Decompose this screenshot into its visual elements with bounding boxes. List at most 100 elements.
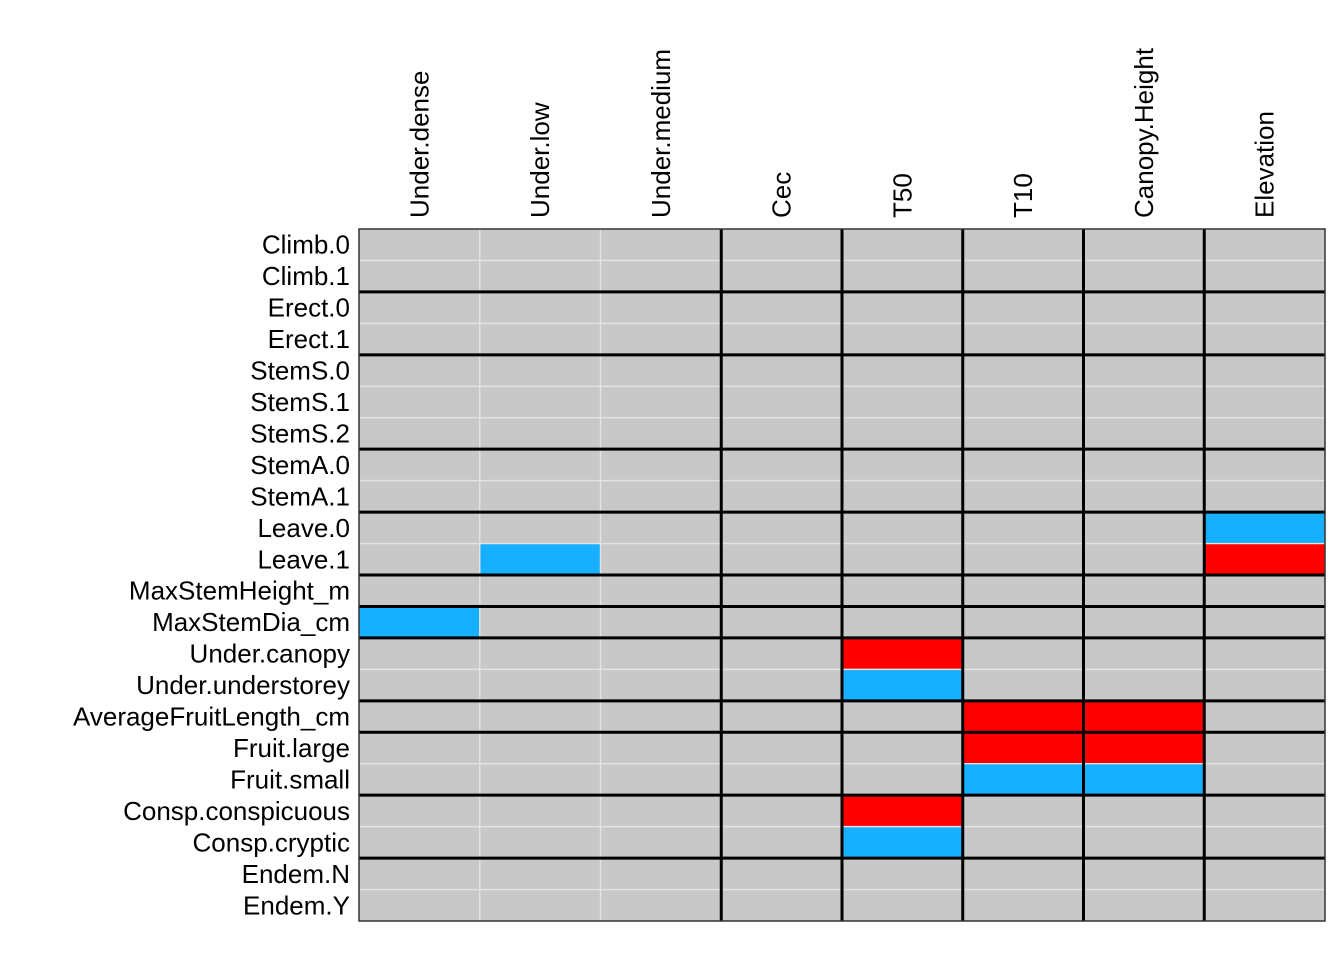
cell-consp-cryptic-t10 [962, 826, 1084, 859]
row-label-climb-0: Climb.0 [262, 230, 350, 260]
cell-erect-0-under-low [479, 291, 601, 324]
cell-averagefruitlength-cm-under-dense [359, 700, 480, 733]
cell-under-canopy-under-medium [600, 637, 722, 670]
cell-averagefruitlength-cm-under-medium [600, 700, 722, 733]
cell-maxstemdia-cm-t10 [962, 606, 1084, 638]
cell-fruit-large-under-medium [600, 732, 722, 764]
row-label-stema-0: StemA.0 [250, 450, 350, 480]
cell-under-understorey-t50 [842, 669, 963, 701]
cell-fruit-small-elevation [1204, 763, 1325, 796]
row-label-fruit-small: Fruit.small [230, 764, 350, 794]
cell-maxstemdia-cm-under-dense [359, 606, 480, 638]
cell-endem-y-t50 [842, 889, 963, 921]
cell-endem-n-elevation [1204, 858, 1325, 890]
cell-leave-0-t10 [962, 512, 1084, 544]
cell-maxstemheight-m-canopy-height [1083, 575, 1205, 607]
cell-under-canopy-canopy-height [1083, 637, 1205, 670]
cell-under-understorey-canopy-height [1083, 669, 1205, 701]
cell-stems-1-under-low [479, 386, 601, 418]
cell-consp-conspicuous-cec [721, 795, 842, 827]
cell-climb-0-t10 [962, 229, 1084, 261]
cell-averagefruitlength-cm-t10 [962, 700, 1084, 733]
row-label-maxstemheight-m: MaxStemHeight_m [129, 576, 350, 606]
row-label-averagefruitlength-cm: AverageFruitLength_cm [73, 702, 350, 732]
cell-climb-1-under-low [479, 260, 601, 292]
cell-fruit-large-t10 [962, 732, 1084, 764]
row-label-consp-cryptic: Consp.cryptic [193, 827, 351, 857]
cell-climb-0-t50 [842, 229, 963, 261]
cell-climb-1-t10 [962, 260, 1084, 292]
cell-erect-0-elevation [1204, 291, 1325, 324]
cell-under-canopy-under-dense [359, 637, 480, 670]
cell-endem-y-canopy-height [1083, 889, 1205, 921]
cell-stems-0-canopy-height [1083, 354, 1205, 387]
cell-fruit-small-cec [721, 763, 842, 796]
cell-stems-0-under-dense [359, 354, 480, 387]
cell-under-understorey-under-dense [359, 669, 480, 701]
cell-stems-0-cec [721, 354, 842, 387]
cell-stema-1-under-low [479, 480, 601, 513]
cell-averagefruitlength-cm-under-low [479, 700, 601, 733]
cell-fruit-small-under-dense [359, 763, 480, 796]
row-label-stems-1: StemS.1 [250, 387, 350, 417]
cell-under-canopy-t50 [842, 637, 963, 670]
column-label-under-medium: Under.medium [646, 49, 676, 218]
row-label-stems-0: StemS.0 [250, 356, 350, 386]
cell-stema-0-canopy-height [1083, 449, 1205, 481]
cell-leave-0-t50 [842, 512, 963, 544]
cell-stems-1-t10 [962, 386, 1084, 418]
cell-under-canopy-elevation [1204, 637, 1325, 670]
cell-stema-1-canopy-height [1083, 480, 1205, 513]
cell-averagefruitlength-cm-elevation [1204, 700, 1325, 733]
row-label-climb-1: Climb.1 [262, 261, 350, 291]
cell-endem-n-t10 [962, 858, 1084, 890]
cell-stems-1-t50 [842, 386, 963, 418]
cell-fruit-large-canopy-height [1083, 732, 1205, 764]
cell-under-understorey-cec [721, 669, 842, 701]
cell-erect-1-canopy-height [1083, 323, 1205, 355]
cell-maxstemdia-cm-canopy-height [1083, 606, 1205, 638]
cell-leave-0-under-medium [600, 512, 722, 544]
cell-climb-0-under-low [479, 229, 601, 261]
cell-climb-0-cec [721, 229, 842, 261]
cell-erect-1-t10 [962, 323, 1084, 355]
cell-consp-cryptic-cec [721, 826, 842, 859]
cell-stema-1-under-medium [600, 480, 722, 513]
cell-consp-cryptic-under-low [479, 826, 601, 859]
cell-leave-1-under-medium [600, 543, 722, 575]
cell-endem-y-under-low [479, 889, 601, 921]
cell-leave-1-t10 [962, 543, 1084, 575]
cell-consp-conspicuous-under-medium [600, 795, 722, 827]
cell-endem-y-cec [721, 889, 842, 921]
cell-leave-0-under-low [479, 512, 601, 544]
row-label-stems-2: StemS.2 [250, 418, 350, 448]
cell-climb-0-under-dense [359, 229, 480, 261]
cell-erect-0-cec [721, 291, 842, 324]
cell-stems-1-elevation [1204, 386, 1325, 418]
cell-erect-1-under-medium [600, 323, 722, 355]
cell-stems-2-under-low [479, 417, 601, 450]
row-label-maxstemdia-cm: MaxStemDia_cm [152, 607, 350, 637]
cell-leave-1-under-low [479, 543, 601, 575]
row-label-under-understorey: Under.understorey [136, 670, 350, 700]
column-label-t10: T10 [1008, 173, 1038, 218]
cell-climb-1-under-medium [600, 260, 722, 292]
cell-fruit-large-under-dense [359, 732, 480, 764]
cell-stems-0-elevation [1204, 354, 1325, 387]
row-label-endem-y: Endem.Y [243, 890, 350, 920]
group-borders [358, 228, 1326, 922]
cell-under-understorey-elevation [1204, 669, 1325, 701]
cell-fruit-large-t50 [842, 732, 963, 764]
cell-stema-1-t10 [962, 480, 1084, 513]
cell-stems-1-canopy-height [1083, 386, 1205, 418]
cell-erect-0-under-medium [600, 291, 722, 324]
cell-maxstemheight-m-cec [721, 575, 842, 607]
cell-averagefruitlength-cm-canopy-height [1083, 700, 1205, 733]
column-label-cec: Cec [767, 172, 797, 218]
cell-climb-1-canopy-height [1083, 260, 1205, 292]
cell-maxstemdia-cm-cec [721, 606, 842, 638]
cell-maxstemdia-cm-elevation [1204, 606, 1325, 638]
cell-erect-1-cec [721, 323, 842, 355]
cell-leave-1-canopy-height [1083, 543, 1205, 575]
cell-stema-0-elevation [1204, 449, 1325, 481]
